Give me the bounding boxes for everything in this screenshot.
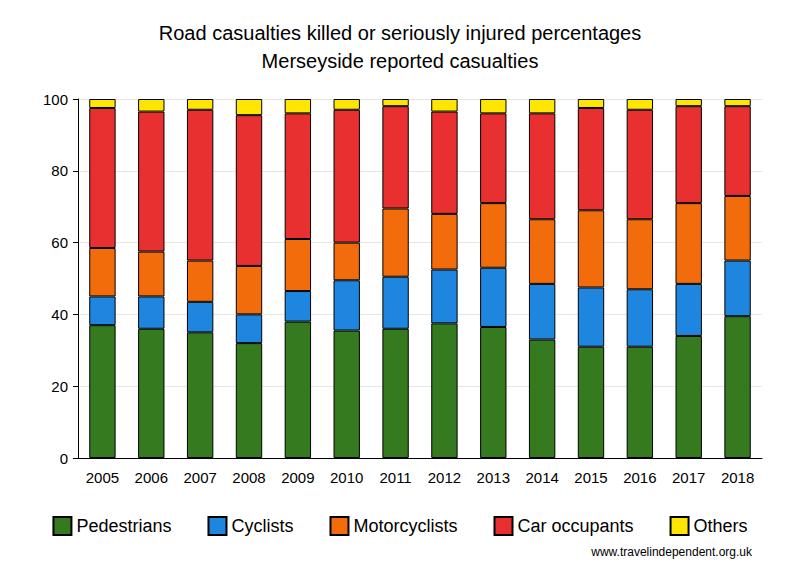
svg-text:2008: 2008 <box>232 469 265 486</box>
svg-text:2018: 2018 <box>721 469 754 486</box>
svg-text:20: 20 <box>51 378 68 395</box>
svg-text:2006: 2006 <box>135 469 168 486</box>
svg-text:2016: 2016 <box>623 469 656 486</box>
svg-text:Merseyside reported casualties: Merseyside reported casualties <box>262 50 539 72</box>
svg-text:2014: 2014 <box>525 469 558 486</box>
svg-text:100: 100 <box>43 91 68 108</box>
svg-text:2013: 2013 <box>477 469 510 486</box>
svg-text:2010: 2010 <box>330 469 363 486</box>
svg-text:2017: 2017 <box>672 469 705 486</box>
svg-text:Pedestrians: Pedestrians <box>76 516 171 536</box>
svg-text:2005: 2005 <box>86 469 119 486</box>
svg-text:Others: Others <box>694 516 748 536</box>
svg-text:2009: 2009 <box>281 469 314 486</box>
svg-text:2007: 2007 <box>183 469 216 486</box>
svg-text:Road casualties killed or seri: Road casualties killed or seriously inju… <box>159 22 641 44</box>
svg-text:40: 40 <box>51 306 68 323</box>
svg-text:2011: 2011 <box>379 469 411 486</box>
svg-text:80: 80 <box>51 162 68 179</box>
svg-text:0: 0 <box>60 450 68 467</box>
svg-text:2012: 2012 <box>428 469 461 486</box>
svg-text:Motorcyclists: Motorcyclists <box>353 516 457 536</box>
svg-text:www.travelindependent.org.uk: www.travelindependent.org.uk <box>590 545 753 559</box>
svg-text:Cyclists: Cyclists <box>231 516 293 536</box>
svg-text:Car occupants: Car occupants <box>517 516 633 536</box>
svg-text:60: 60 <box>51 234 68 251</box>
svg-text:2015: 2015 <box>574 469 607 486</box>
